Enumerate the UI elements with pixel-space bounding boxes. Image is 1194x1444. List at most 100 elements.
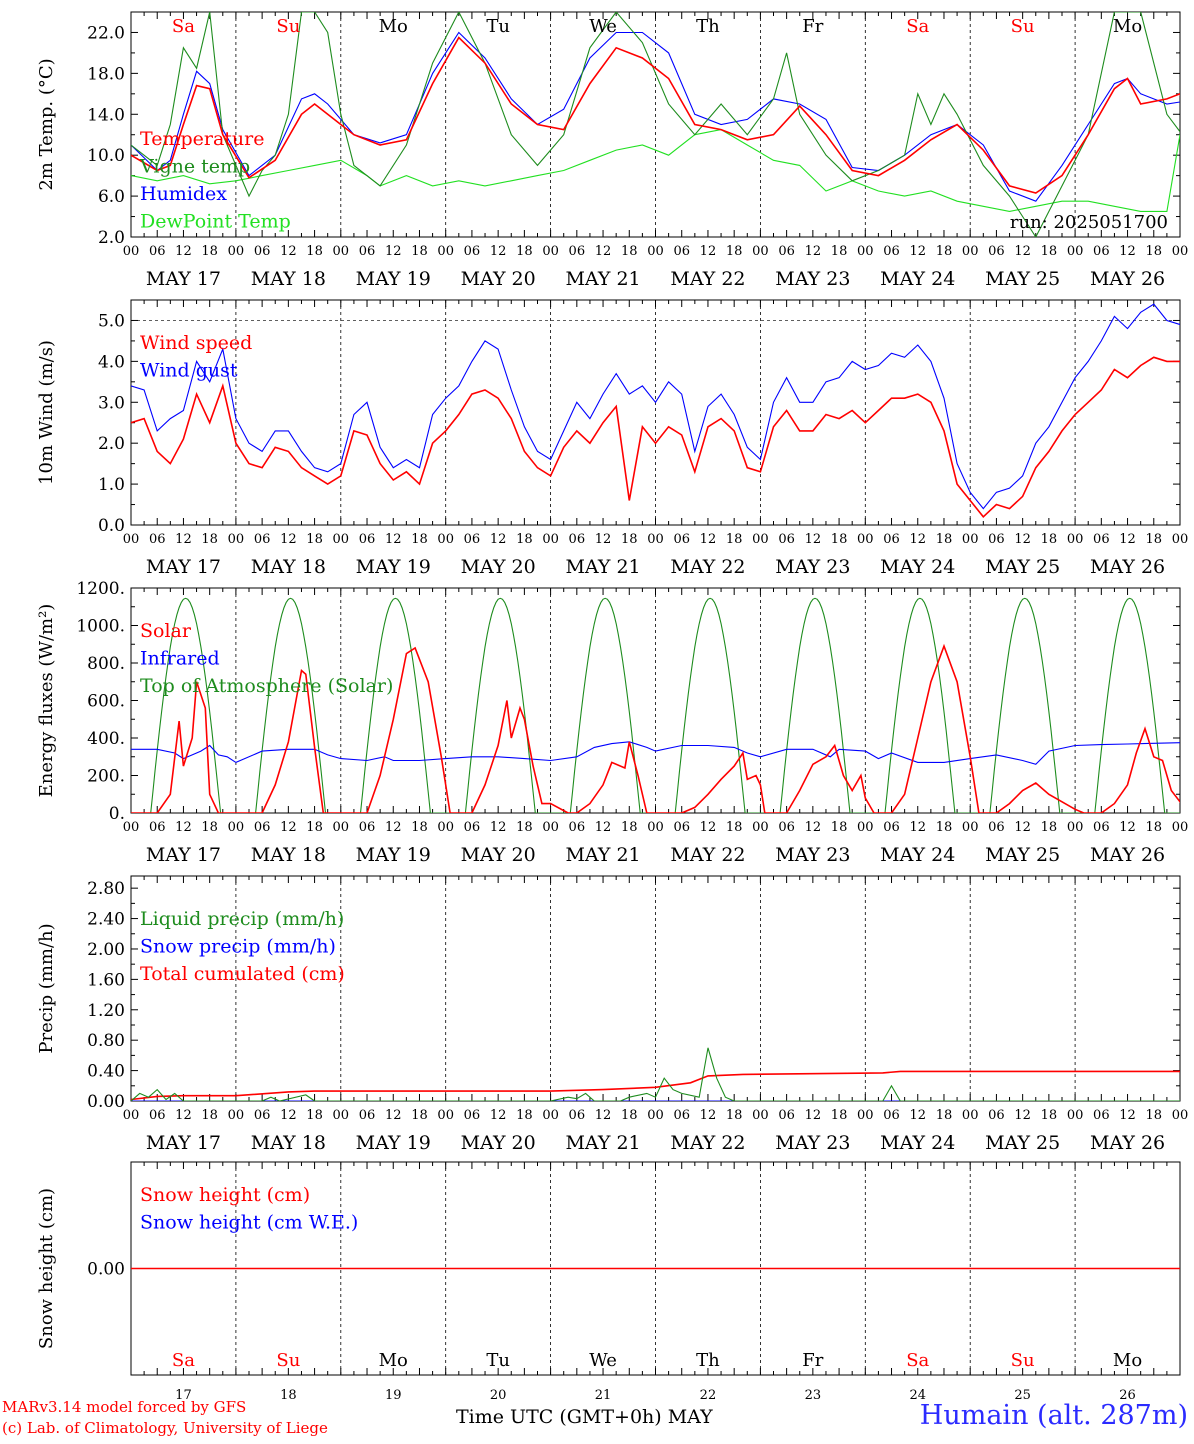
plot-area bbox=[131, 12, 1180, 237]
y-tick-label: 1.60 bbox=[87, 970, 125, 990]
hour-tick-label: 18 bbox=[726, 820, 743, 835]
hour-tick-label: 18 bbox=[516, 244, 533, 259]
hour-tick-label: 00 bbox=[333, 532, 350, 547]
hour-tick-label: 06 bbox=[883, 244, 900, 259]
hour-tick-label: 00 bbox=[333, 244, 350, 259]
weekday-label: Su bbox=[276, 1350, 300, 1371]
hour-tick-label: 18 bbox=[936, 532, 953, 547]
hour-tick-label: 00 bbox=[752, 532, 769, 547]
hour-tick-label: 00 bbox=[1067, 820, 1084, 835]
legend-entry: Vigne temp bbox=[139, 156, 250, 178]
date-label: MAY 21 bbox=[565, 1132, 640, 1154]
hour-tick-label: 06 bbox=[149, 820, 166, 835]
hour-tick-label: 06 bbox=[778, 1108, 795, 1123]
hour-tick-label: 12 bbox=[385, 244, 402, 259]
hour-tick-label: 18 bbox=[516, 1108, 533, 1123]
hour-tick-label: 06 bbox=[254, 820, 271, 835]
legend-entry: Temperature bbox=[140, 128, 264, 150]
hour-tick-label: 06 bbox=[988, 820, 1005, 835]
hour-tick-label: 00 bbox=[1172, 1108, 1189, 1123]
date-label: MAY 18 bbox=[251, 1132, 326, 1154]
hour-tick-label: 12 bbox=[490, 532, 507, 547]
hour-tick-label: 12 bbox=[175, 1108, 192, 1123]
y-tick-label: 0.0 bbox=[98, 516, 125, 536]
hour-tick-label: 12 bbox=[1119, 244, 1136, 259]
weekday-label: Mo bbox=[379, 1350, 408, 1371]
series-line-dewpoint-temp bbox=[131, 129, 1180, 212]
hour-tick-label: 12 bbox=[490, 244, 507, 259]
y-tick-label: 2.00 bbox=[87, 940, 125, 960]
y-tick-label: 18.0 bbox=[87, 64, 125, 84]
hour-tick-label: 18 bbox=[936, 244, 953, 259]
y-tick-label: 0. bbox=[109, 804, 125, 824]
hour-tick-label: 06 bbox=[673, 532, 690, 547]
panel-1: 2.0 6.0 10.0 14.0 18.0 22.0 2m Temp. (°C) Tempe… bbox=[36, 11, 1188, 290]
hour-tick-label: 00 bbox=[437, 820, 454, 835]
date-label: MAY 20 bbox=[461, 1132, 536, 1154]
hour-tick-label: 06 bbox=[988, 532, 1005, 547]
day-number-label: 19 bbox=[385, 1388, 402, 1403]
y-tick-label: 1.0 bbox=[98, 475, 125, 495]
hour-tick-label: 18 bbox=[411, 244, 428, 259]
legend-entry: Total cumulated (cm) bbox=[140, 963, 345, 985]
hour-tick-label: 18 bbox=[201, 1108, 218, 1123]
date-label: MAY 20 bbox=[461, 844, 536, 866]
hour-tick-label: 00 bbox=[123, 532, 140, 547]
date-label: MAY 21 bbox=[565, 844, 640, 866]
date-label: MAY 20 bbox=[461, 268, 536, 290]
hour-tick-label: 18 bbox=[306, 820, 323, 835]
plot-area bbox=[131, 303, 1180, 518]
hour-tick-label: 06 bbox=[569, 1108, 586, 1123]
date-label: MAY 26 bbox=[1090, 268, 1165, 290]
hour-tick-label: 00 bbox=[437, 1108, 454, 1123]
y-axis-label: Precip (mm/h) bbox=[36, 923, 57, 1053]
weekday-label: Fr bbox=[802, 1350, 823, 1371]
y-tick-label: 14.0 bbox=[87, 105, 125, 125]
weekday-label: Su bbox=[1011, 1350, 1035, 1371]
y-axis-label: Snow height (cm) bbox=[36, 1188, 57, 1349]
hour-tick-label: 12 bbox=[595, 532, 612, 547]
y-tick-label: 1200. bbox=[76, 579, 125, 599]
date-label: MAY 18 bbox=[251, 556, 326, 578]
hour-tick-label: 12 bbox=[175, 532, 192, 547]
y-tick-label: 400. bbox=[87, 729, 125, 749]
hour-tick-label: 12 bbox=[805, 1108, 822, 1123]
hour-tick-label: 00 bbox=[542, 244, 559, 259]
hour-tick-label: 00 bbox=[1172, 532, 1189, 547]
legend-entry: Wind speed bbox=[140, 332, 252, 354]
hour-tick-label: 06 bbox=[673, 1108, 690, 1123]
y-tick-label: 6.0 bbox=[98, 187, 125, 207]
hour-tick-label: 18 bbox=[936, 820, 953, 835]
hour-tick-label: 00 bbox=[123, 1108, 140, 1123]
date-label: MAY 22 bbox=[670, 556, 745, 578]
hour-tick-label: 06 bbox=[673, 820, 690, 835]
hour-tick-label: 00 bbox=[228, 244, 245, 259]
hour-tick-label: 00 bbox=[542, 532, 559, 547]
model-credit: MARv3.14 model forced by GFS bbox=[2, 1398, 247, 1416]
y-tick-label: 0.80 bbox=[87, 1031, 125, 1051]
date-label: MAY 20 bbox=[461, 556, 536, 578]
date-label: MAY 23 bbox=[775, 1132, 850, 1154]
date-label: MAY 23 bbox=[775, 556, 850, 578]
hour-tick-label: 06 bbox=[569, 244, 586, 259]
weekday-label: Tu bbox=[486, 16, 510, 37]
hour-tick-label: 12 bbox=[385, 1108, 402, 1123]
hour-tick-label: 06 bbox=[1093, 820, 1110, 835]
hour-tick-label: 00 bbox=[752, 820, 769, 835]
date-label: MAY 18 bbox=[251, 268, 326, 290]
hour-tick-label: 18 bbox=[306, 244, 323, 259]
day-number-label: 18 bbox=[280, 1388, 297, 1403]
series-line-total-cumulated-cm- bbox=[131, 1070, 1180, 1101]
panel-frame bbox=[130, 299, 1181, 526]
hour-tick-label: 06 bbox=[254, 244, 271, 259]
y-tick-label: 800. bbox=[87, 654, 125, 674]
hour-tick-label: 12 bbox=[1014, 244, 1031, 259]
hour-tick-label: 06 bbox=[254, 532, 271, 547]
y-tick-label: 1.20 bbox=[87, 1001, 125, 1021]
weekday-label: We bbox=[589, 1350, 617, 1371]
hour-tick-label: 18 bbox=[1041, 532, 1058, 547]
legend-entry: Snow precip (mm/h) bbox=[140, 936, 336, 958]
date-label: MAY 22 bbox=[670, 268, 745, 290]
legend-entry: DewPoint Temp bbox=[140, 211, 291, 233]
hour-tick-label: 12 bbox=[1014, 820, 1031, 835]
